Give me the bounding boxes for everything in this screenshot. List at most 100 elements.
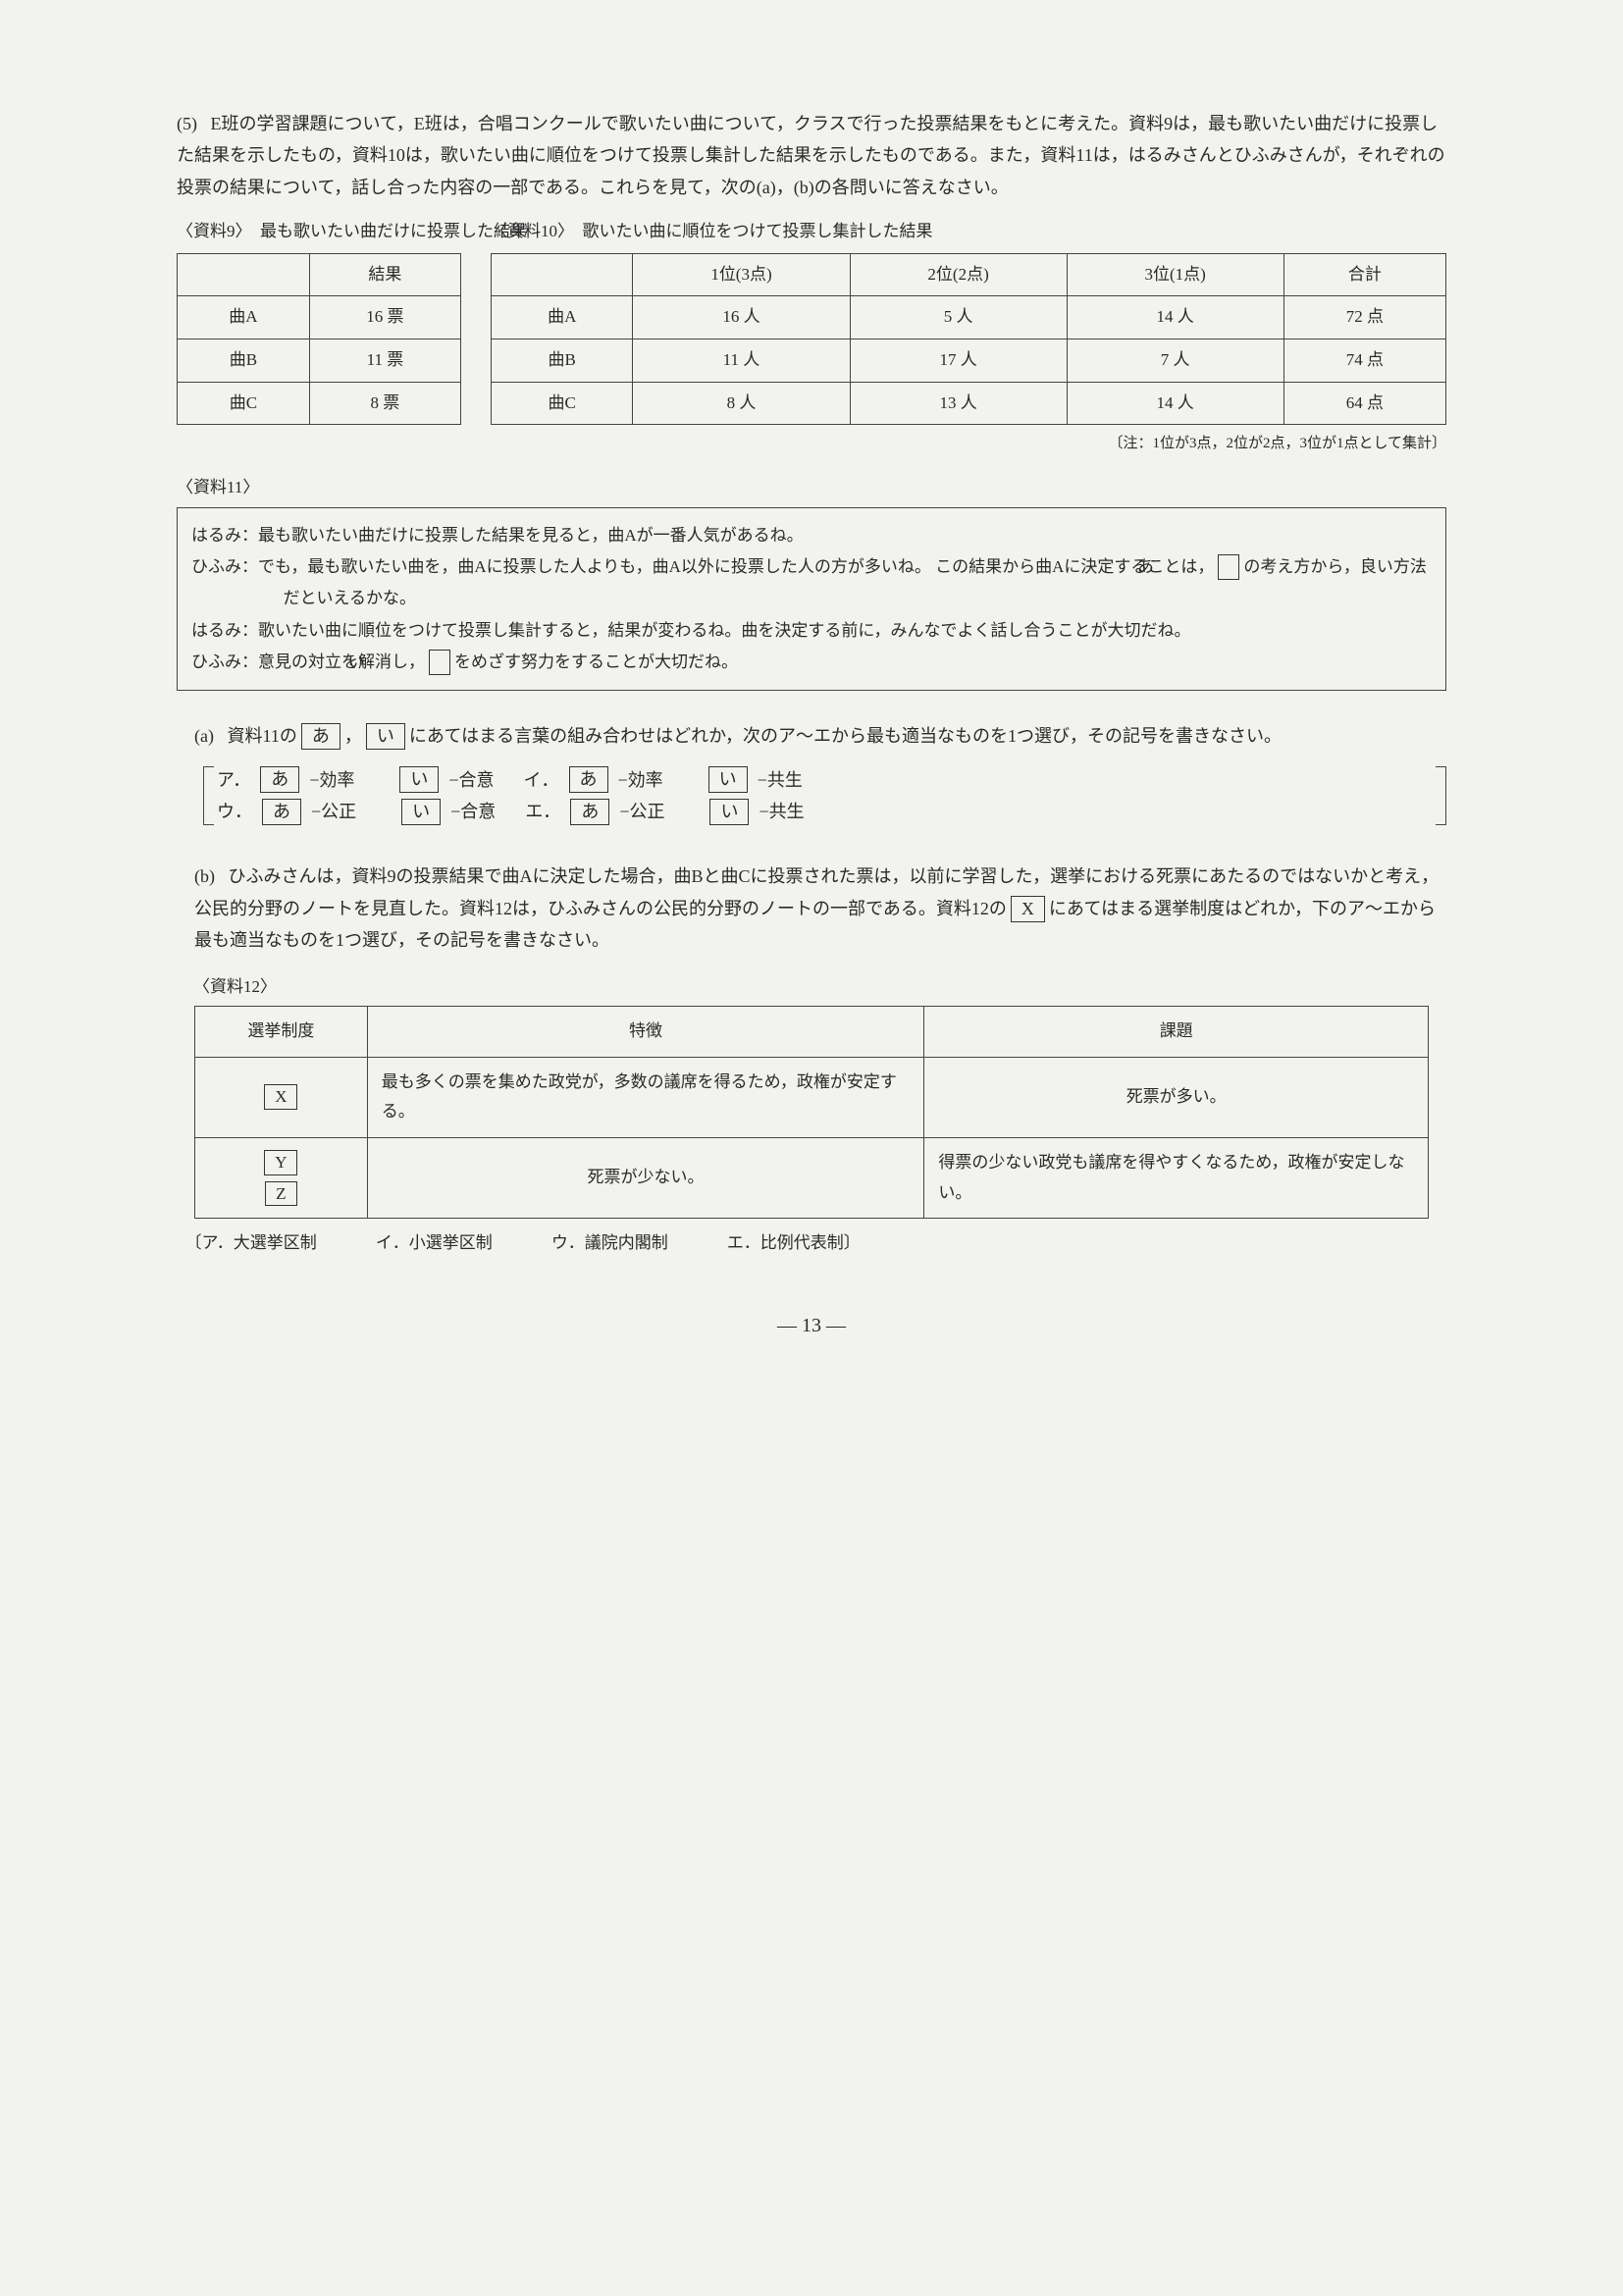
cell: 合計 [1283,253,1445,296]
cell: 曲B [492,339,633,382]
choice-a: ア． あ −効率 い −合意 [217,764,495,796]
shiryo9-block: 〈資料9〉 最も歌いたい曲だけに投票した結果 結果 曲A 16 票 曲B 11 … [177,217,461,425]
blank-a: あ [570,799,609,825]
table-row: 1位(3点) 2位(2点) 3位(1点) 合計 [492,253,1446,296]
choice-text: −共生 [758,764,803,796]
cell: 17 人 [850,339,1067,382]
choice-mark: イ． [524,764,559,796]
text: ひふみ：でも，最も歌いたい曲を，曲Aに投票した人よりも，曲A以外に投票した人の方… [191,557,931,576]
choice-text: −効率 [309,764,354,796]
cell: 曲B [178,339,310,382]
choice-text: −合意 [450,796,496,827]
shiryo12-label: 〈資料12〉 [193,972,1446,1003]
cell: 74 点 [1283,339,1445,382]
cell: 11 人 [633,339,850,382]
cell: 16 人 [633,296,850,339]
blank-x: X [264,1084,297,1110]
text: をめざす努力をすることが大切だね。 [454,652,738,671]
blank-i: い [401,799,441,825]
table-row: 選挙制度 特徴 課題 [195,1007,1429,1058]
table-row: X 最も多くの票を集めた政党が，多数の議席を得るため，政権が安定する。 死票が多… [195,1057,1429,1137]
cell: 5 人 [850,296,1067,339]
dialogue-line: ひふみ：でも，最も歌いたい曲を，曲Aに投票した人よりも，曲A以外に投票した人の方… [191,551,1432,615]
cell: 曲A [492,296,633,339]
blank-i: い [708,766,748,793]
choice-u: ウ． あ −公正 い −合意 [217,796,496,827]
cell: 14 人 [1067,296,1283,339]
empty-header [178,253,310,296]
shiryo9-table: 結果 曲A 16 票 曲B 11 票 曲C 8 票 [177,253,461,425]
blank-i: い [429,650,450,675]
blank-a: あ [262,799,301,825]
part-b: (b) ひふみさんは，資料9の投票結果で曲Aに決定した場合，曲Bと曲Cに投票され… [177,861,1446,1258]
text: 資料11の [227,726,296,746]
blank-i: い [366,723,405,750]
part-b-label: (b) [194,866,215,886]
cell: 16 票 [309,296,460,339]
table-row: 曲A 16 人 5 人 14 人 72 点 [492,296,1446,339]
blank-i: い [709,799,749,825]
cell: 死票が少ない。 [367,1137,924,1218]
part-a-choices: ア． あ −効率 い −合意 イ． あ −効率 い −共生 ウ． あ −公正 [203,760,1446,832]
table-row: 曲A 16 票 [178,296,461,339]
shiryo11-label: 〈資料11〉 [177,473,1446,503]
text: ， [344,726,362,746]
choice-text: −合意 [448,764,494,796]
part-b-choices: 〔ア．大選挙区制 イ．小選挙区制 ウ．議院内閣制 エ．比例代表制〕 [185,1228,1447,1259]
choice-text: −公正 [311,796,356,827]
shiryo11-box: はるみ：最も歌いたい曲だけに投票した結果を見ると，曲Aが一番人気があるね。 ひふ… [177,507,1446,691]
cell: 3位(1点) [1067,253,1283,296]
choice-mark: ア． [217,764,250,796]
cell: 曲C [492,382,633,425]
question-text: E班の学習課題について，E班は，合唱コンクールで歌いたい曲について，クラスで行っ… [177,114,1445,197]
cell: 死票が多い。 [924,1057,1429,1137]
cell: 1位(3点) [633,253,850,296]
cell: 14 人 [1067,382,1283,425]
shiryo10-block: 〈資料10〉 歌いたい曲に順位をつけて投票し集計した結果 1位(3点) 2位(2… [491,217,1446,457]
cell: 7 人 [1067,339,1283,382]
table-row: 曲B 11 人 17 人 7 人 74 点 [492,339,1446,382]
blank-a: あ [1218,554,1239,580]
cell: 72 点 [1283,296,1445,339]
header: 特徴 [367,1007,924,1058]
table-row: 結果 [178,253,461,296]
choice-text: −公正 [619,796,664,827]
choice: ウ．議院内閣制 [551,1228,668,1259]
shiryo12-table: 選挙制度 特徴 課題 X 最も多くの票を集めた政党が，多数の議席を得るため，政権… [194,1006,1429,1219]
blank-a: あ [260,766,299,793]
text: ひふみ：意見の対立を解消し， [191,652,425,671]
choice-line: ウ． あ −公正 い −合意 エ． あ −公正 い −共生 [217,796,1446,827]
blank-a: あ [569,766,608,793]
question-5: (5) E班の学習課題について，E班は，合唱コンクールで歌いたい曲について，クラ… [177,108,1446,203]
cell: 曲A [178,296,310,339]
tables-row: 〈資料9〉 最も歌いたい曲だけに投票した結果 結果 曲A 16 票 曲B 11 … [177,217,1446,457]
cell: 64 点 [1283,382,1445,425]
choice-text: −共生 [759,796,804,827]
part-a-text: (a) 資料11のあ，いにあてはまる言葉の組み合わせはどれか，次のア〜エから最も… [177,720,1446,752]
shiryo9-title: 〈資料9〉 最も歌いたい曲だけに投票した結果 [177,217,461,247]
choice-line: ア． あ −効率 い −合意 イ． あ −効率 い −共生 [217,764,1446,796]
header: 選挙制度 [195,1007,368,1058]
blank-a: あ [301,723,340,750]
dialogue-line: はるみ：歌いたい曲に順位をつけて投票し集計すると，結果が変わるね。曲を決定する前… [191,615,1432,647]
cell: 曲C [178,382,310,425]
cell: 8 票 [309,382,460,425]
dialogue-line: ひふみ：意見の対立を解消し，いをめざす努力をすることが大切だね。 [191,647,1432,678]
shiryo10-title: 〈資料10〉 歌いたい曲に順位をつけて投票し集計した結果 [491,217,1446,247]
choice-mark: ウ． [217,796,252,827]
choice-e: エ． あ −公正 い −共生 [525,796,804,827]
choice-mark: エ． [525,796,560,827]
text: この結果から曲Aに決定することは， [935,557,1214,576]
choice: 〔ア．大選挙区制 [185,1228,317,1259]
table-row: 曲C 8 人 13 人 14 人 64 点 [492,382,1446,425]
cell: 得票の少ない政党も議席を得やすくなるため，政権が安定しない。 [924,1137,1429,1218]
part-b-text: (b) ひふみさんは，資料9の投票結果で曲Aに決定した場合，曲Bと曲Cに投票され… [177,861,1446,956]
table-row: Y Z 死票が少ない。 得票の少ない政党も議席を得やすくなるため，政権が安定しな… [195,1137,1429,1218]
blank-x: X [1011,896,1045,922]
table-row: 曲B 11 票 [178,339,461,382]
table-row: 曲C 8 票 [178,382,461,425]
question-number: (5) [177,114,197,133]
dialogue-line: はるみ：最も歌いたい曲だけに投票した結果を見ると，曲Aが一番人気があるね。 [191,520,1432,551]
choice-text: −効率 [618,764,663,796]
choice: イ．小選挙区制 [376,1228,493,1259]
